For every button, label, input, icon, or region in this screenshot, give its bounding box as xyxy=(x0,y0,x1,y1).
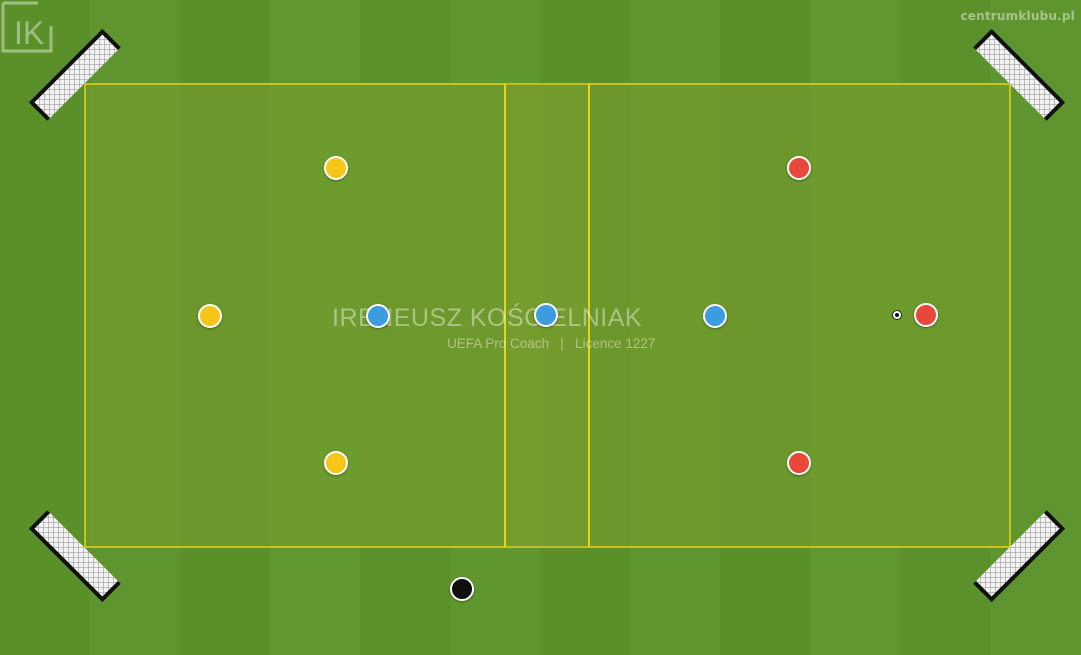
goal-bottom-left xyxy=(28,510,121,603)
ik-logo-icon: IK xyxy=(1,1,53,53)
goal-top-right xyxy=(973,28,1066,121)
player-black[interactable] xyxy=(450,577,474,601)
goal-bottom-right xyxy=(973,510,1066,603)
player-yellow[interactable] xyxy=(324,451,348,475)
player-yellow[interactable] xyxy=(324,156,348,180)
soccer-ball-icon[interactable] xyxy=(892,310,902,320)
player-blue[interactable] xyxy=(366,304,390,328)
logo-letters: IK xyxy=(14,15,44,51)
watermark-subtitle: UEFA Pro Coach | Licence 1227 xyxy=(447,336,656,351)
player-yellow[interactable] xyxy=(198,304,222,328)
player-red[interactable] xyxy=(787,156,811,180)
goal-top-left xyxy=(28,28,121,121)
player-red[interactable] xyxy=(787,451,811,475)
player-blue[interactable] xyxy=(534,303,558,327)
site-label[interactable]: centrumklubu.pl xyxy=(960,9,1075,23)
player-blue[interactable] xyxy=(703,304,727,328)
player-red[interactable] xyxy=(914,303,938,327)
